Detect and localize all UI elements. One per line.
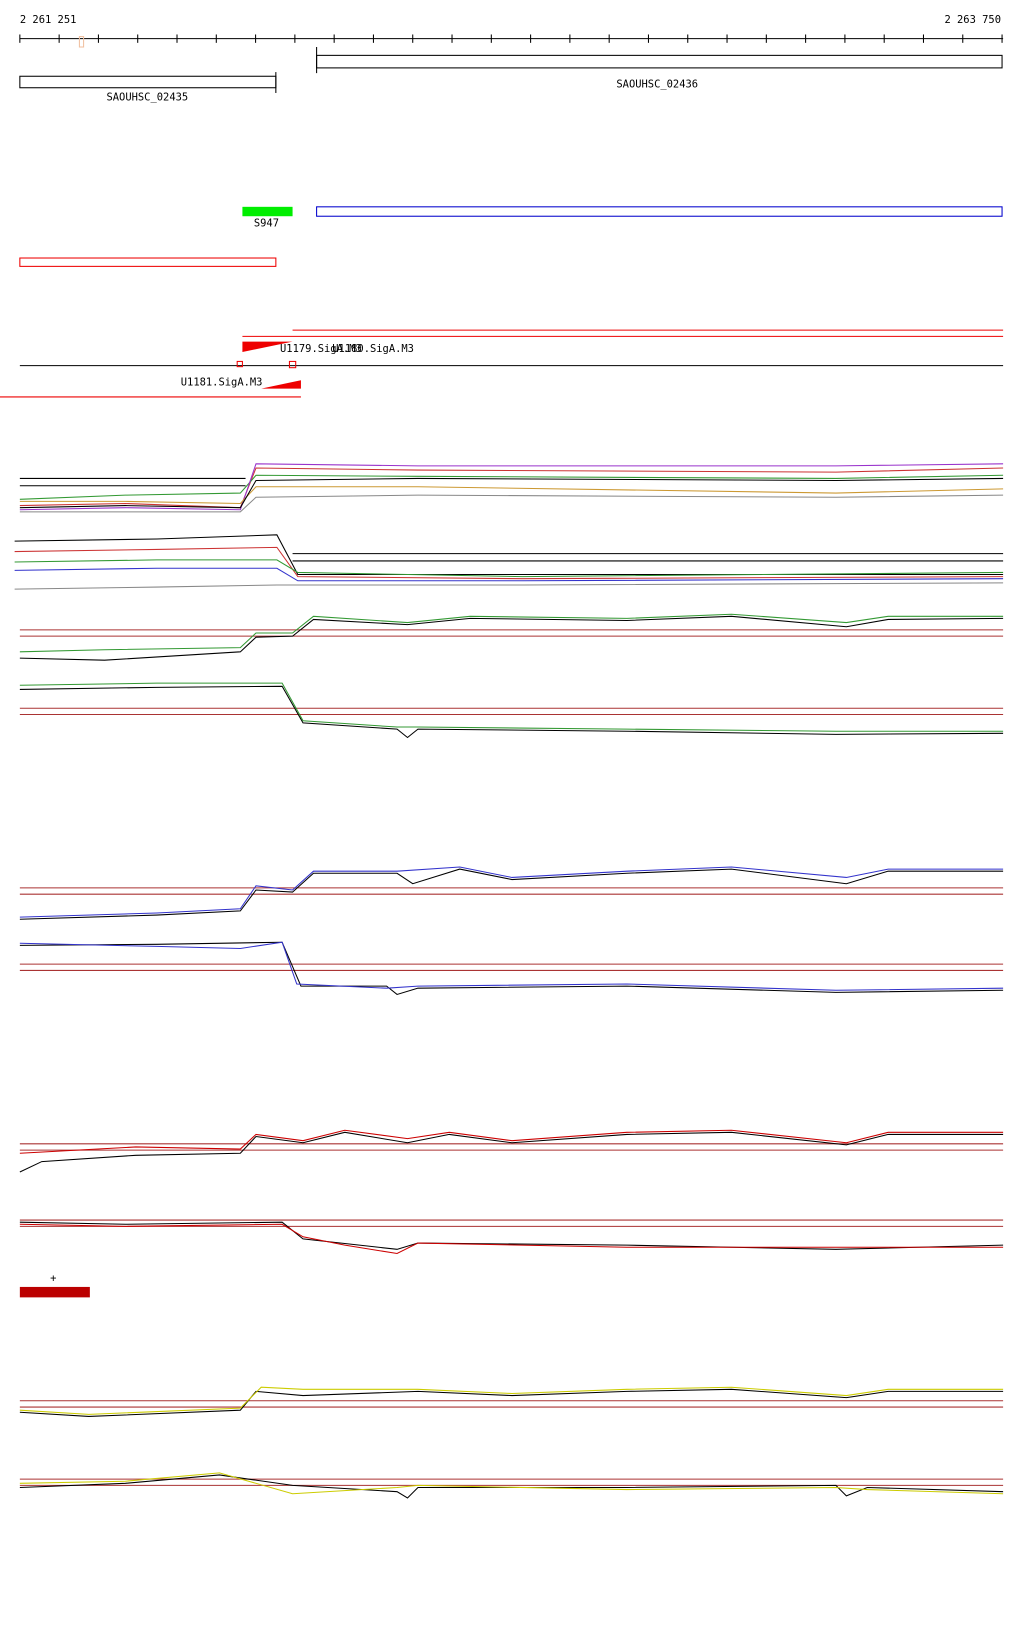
- ruler-start: 2 261 251: [20, 14, 77, 26]
- profile: [19, 682, 1004, 732]
- profile: [19, 467, 1004, 509]
- profile: [19, 1386, 1004, 1415]
- profile: [19, 474, 1004, 500]
- ruler: [19, 34, 1004, 43]
- profile-panel: [19, 613, 1004, 661]
- profile: [19, 1131, 1004, 1173]
- profile-panel: [19, 463, 1004, 513]
- marker-bar: [19, 1286, 90, 1298]
- profile: [14, 559, 1004, 578]
- profile: [19, 494, 1004, 513]
- marker-label: +: [50, 1273, 56, 1285]
- profile: [19, 1129, 1004, 1154]
- profile: [19, 685, 1004, 739]
- profile: [19, 463, 1004, 511]
- profile-panel: [19, 682, 1004, 739]
- gene-label: SAOUHSC_02436: [616, 79, 698, 91]
- profile: [14, 546, 1004, 580]
- profile: [19, 615, 1004, 661]
- profile: [14, 534, 1004, 576]
- profile: [19, 941, 1004, 996]
- profile-panel: [14, 534, 1004, 590]
- profile: [14, 582, 1004, 590]
- feature-label: S947: [254, 218, 279, 230]
- feature-box: [242, 206, 293, 217]
- profile-panel: [19, 941, 1004, 996]
- feature-box: [316, 206, 1003, 217]
- profile: [19, 1474, 1004, 1499]
- profile-panel: [19, 1129, 1004, 1173]
- promoter-site: [236, 360, 243, 368]
- ruler-end: 2 263 750: [944, 14, 1001, 26]
- profile-panel: [19, 1472, 1004, 1499]
- profile: [19, 1472, 1004, 1495]
- profile: [19, 1221, 1004, 1250]
- promoter-site: [288, 360, 297, 369]
- profile: [19, 868, 1004, 920]
- feature-box: [19, 257, 277, 267]
- profile: [19, 1388, 1004, 1417]
- profile: [19, 477, 1004, 509]
- profile-panel: [19, 1386, 1004, 1417]
- profile: [19, 941, 1004, 991]
- gene-box: [19, 75, 277, 89]
- profile-panel: [19, 866, 1004, 920]
- promoter-arrow: [261, 380, 301, 389]
- promoter-label: U1179.SigA.M3: [280, 343, 362, 355]
- gene-box: [316, 54, 1003, 69]
- profile: [19, 613, 1004, 653]
- profile: [19, 866, 1004, 918]
- promoter-label: U1180.SigA.M3: [332, 343, 414, 355]
- gene-label: SAOUHSC_02435: [106, 91, 188, 103]
- profile: [19, 486, 1004, 505]
- profile-panel: [19, 1219, 1004, 1255]
- profile: [14, 567, 1004, 582]
- profile: [19, 1223, 1004, 1255]
- promoter-label: U1181.SigA.M3: [181, 376, 263, 388]
- cursor: [78, 36, 85, 48]
